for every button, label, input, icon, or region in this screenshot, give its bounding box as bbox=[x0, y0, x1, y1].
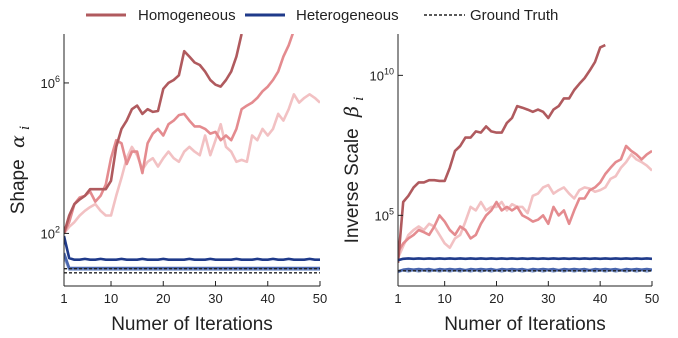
left-series-heterogeneous-3 bbox=[64, 235, 320, 261]
left-x-tick-label: 40 bbox=[261, 291, 275, 306]
right-series-homogeneous-0 bbox=[398, 43, 606, 264]
left-y-axis-label-symbol: α bbox=[7, 135, 29, 148]
left-series-homogeneous-2 bbox=[64, 93, 320, 235]
right-x-tick-label: 1 bbox=[394, 291, 401, 306]
right-series-homogeneous-2 bbox=[398, 153, 652, 259]
left-x-tick-label: 20 bbox=[156, 291, 170, 306]
right-x-axis-label: Numer of Iterations bbox=[444, 314, 606, 335]
left-y-axis-label-subscript: i bbox=[18, 126, 33, 130]
left-y-tick-label: 106 bbox=[41, 74, 60, 91]
right-ticks: 1 10 20 30 40 50 105 1010 bbox=[370, 66, 660, 306]
left-x-tick-label: 1 bbox=[60, 291, 67, 306]
right-x-tick-label: 30 bbox=[541, 291, 555, 306]
right-y-tick-label: 105 bbox=[375, 206, 394, 223]
left-y-axis-label-text: Shape bbox=[8, 159, 29, 214]
right-y-tick-label: 1010 bbox=[370, 66, 394, 83]
right-series-heterogeneous-4 bbox=[398, 267, 652, 273]
left-chart: 1 10 20 30 40 50 102 106 Numer of Iterations Sh… bbox=[7, 34, 328, 335]
right-series-homogeneous-1 bbox=[398, 144, 652, 253]
left-x-axis-label: Numer of Iterations bbox=[111, 314, 273, 335]
left-x-tick-label: 50 bbox=[313, 291, 327, 306]
legend-label-homogeneous: Homogeneous bbox=[138, 7, 236, 24]
left-y-tick-label: 102 bbox=[41, 224, 60, 241]
left-x-tick-label: 10 bbox=[104, 291, 118, 306]
left-ticks: 1 10 20 30 40 50 102 106 bbox=[41, 74, 328, 306]
right-y-axis-label-subscript: i bbox=[352, 97, 367, 101]
left-series-homogeneous-0 bbox=[64, 34, 243, 234]
right-x-tick-label: 50 bbox=[645, 291, 659, 306]
right-y-axis-label-symbol: β bbox=[341, 106, 363, 118]
legend: Homogeneous Heterogeneous Ground Truth bbox=[86, 7, 558, 24]
left-series-heterogeneous-5 bbox=[64, 255, 320, 271]
right-series-heterogeneous-3 bbox=[398, 257, 652, 262]
right-y-axis-label-text: Inverse Scale bbox=[342, 128, 363, 243]
right-x-tick-label: 20 bbox=[489, 291, 503, 306]
right-x-tick-label: 10 bbox=[437, 291, 451, 306]
right-chart: 1 10 20 30 40 50 105 1010 Numer of Iterations I… bbox=[341, 34, 659, 335]
left-x-tick-label: 30 bbox=[208, 291, 222, 306]
left-y-axis-label: Shape α i bbox=[7, 126, 33, 215]
right-x-tick-label: 40 bbox=[593, 291, 607, 306]
left-series-group bbox=[64, 34, 320, 274]
right-y-axis-label: Inverse Scale β i bbox=[341, 97, 367, 244]
left-series-homogeneous-1 bbox=[64, 34, 295, 234]
right-series-group bbox=[398, 43, 652, 274]
legend-label-heterogeneous: Heterogeneous bbox=[296, 7, 399, 24]
legend-label-ground-truth: Ground Truth bbox=[470, 7, 558, 24]
